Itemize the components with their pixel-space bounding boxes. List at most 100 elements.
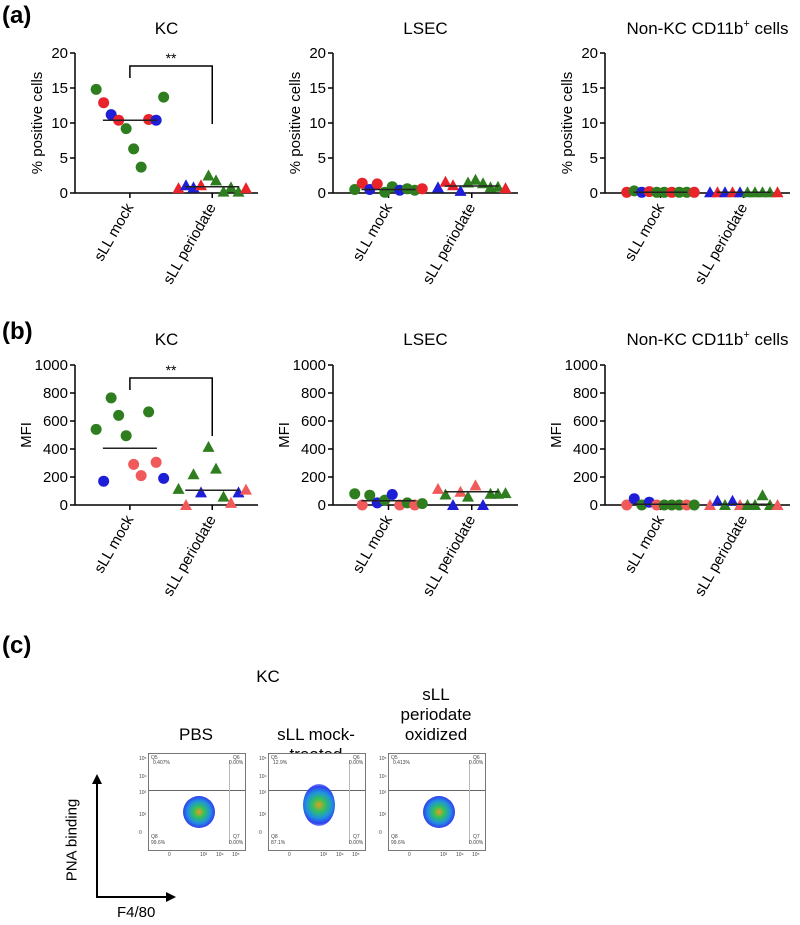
title-suffix: cells: [750, 330, 789, 349]
flow-x-tick-label: 0: [168, 852, 171, 858]
chart-a-lsec: LSEC 0 5 10 15 20 % positive cells sLL mock sLL …: [287, 19, 518, 287]
gate-label-q8: Q8: [151, 834, 158, 840]
quadrant-vline: [469, 760, 470, 844]
data-point-circle: [98, 97, 110, 109]
y-tick-label: 400: [301, 441, 326, 458]
gate-label-q5v: 0.407%: [153, 760, 170, 766]
chart-b-lsec: LSEC 0 200 400 600 800 1000 MFI sLL mock sLL peri…: [276, 330, 518, 599]
gate-label-q5v: 12.9%: [273, 760, 288, 766]
x-tick-label: sLL periodate: [419, 513, 479, 600]
y-tick-label: 800: [301, 385, 326, 402]
data-point-circle: [98, 475, 110, 487]
flow-y-tick-label: 10³: [139, 790, 147, 796]
data-point-triangle: [172, 482, 185, 494]
title-superscript: +: [743, 329, 749, 341]
flow-y-tick-label: 0: [259, 830, 262, 836]
data-point-circle: [113, 409, 125, 421]
data-point-circle: [371, 178, 383, 190]
data-point-triangle: [240, 483, 252, 495]
chart-title: LSEC: [403, 330, 447, 349]
x-tick-label: sLL mock: [621, 200, 668, 264]
data-point-triangle: [439, 488, 452, 500]
flow-x-tick-label: 10⁵: [472, 852, 480, 858]
gate-label-q8: Q8: [391, 834, 398, 840]
panel-label-b: (b): [2, 318, 33, 345]
gate-label-q5v: 0.413%: [393, 760, 410, 766]
cell-density-blob: [183, 796, 215, 828]
y-tick-label: 0: [60, 185, 68, 202]
flow-x-axis-label: F4/80: [117, 904, 156, 921]
data-point-circle: [356, 177, 368, 189]
data-point-circle: [688, 499, 700, 511]
data-point-triangle: [202, 169, 215, 181]
flow-x-tick-label: 0: [408, 852, 411, 858]
chart-title: KC: [155, 19, 179, 38]
flow-y-tick-label: 10³: [259, 790, 267, 796]
quadrant-vline: [229, 760, 230, 844]
cell-density-blob: [423, 796, 455, 828]
title-suffix: cells: [750, 19, 789, 38]
gate-label-q6v: 0.00%: [229, 760, 244, 766]
y-tick-label: 600: [43, 413, 68, 430]
y-tick-label: 400: [573, 441, 598, 458]
data-point-triangle: [217, 490, 230, 502]
gate-label-q6v: 0.00%: [469, 760, 484, 766]
gate-label-q6: Q6: [353, 755, 360, 761]
data-point-triangle: [172, 182, 185, 194]
y-tick-label: 15: [51, 80, 68, 97]
y-tick-label: 20: [581, 45, 598, 62]
data-point-triangle: [499, 487, 512, 499]
data-point-triangle: [195, 179, 207, 191]
significance-bracket: [129, 65, 213, 124]
y-tick-label: 10: [309, 115, 326, 132]
data-point-triangle: [454, 184, 467, 196]
significance-label: **: [166, 362, 177, 378]
chart-a-kc: KC 0 5 10 15 20 % positive cells sLL mock sLL pe…: [29, 19, 258, 287]
chart-b-nonkc: Non-KC CD11b+ cells 0 200 400 600 800 1000 MFI s…: [548, 329, 790, 599]
y-tick-label: 5: [60, 150, 68, 167]
chart-title: Non-KC CD11b+ cells: [626, 329, 788, 349]
flow-x-tick-label: 10⁵: [232, 852, 240, 858]
gate-label-q8: Q8: [271, 834, 278, 840]
y-tick-label: 10: [581, 115, 598, 132]
data-point-triangle: [711, 494, 724, 506]
gate-label-q8v: 99.6%: [391, 840, 406, 846]
data-point-triangle: [726, 494, 739, 506]
data-point-circle: [120, 123, 132, 135]
flow-x-tick-label: 10⁴: [216, 852, 224, 858]
data-point-circle: [90, 423, 102, 435]
y-axis-label: % positive cells: [287, 72, 304, 175]
title-superscript: +: [743, 18, 749, 30]
data-point-circle: [158, 91, 170, 103]
data-point-triangle: [462, 490, 474, 502]
y-tick-label: 400: [43, 441, 68, 458]
gate-label-q6: Q6: [473, 755, 480, 761]
data-point-triangle: [232, 185, 245, 197]
data-point-circle: [90, 83, 102, 95]
data-point-circle: [135, 470, 147, 482]
flow-y-tick-label: 10⁴: [139, 774, 147, 780]
flow-plot-title: PBS: [178, 725, 214, 744]
panel-label-a: (a): [2, 2, 32, 29]
data-point-circle: [135, 161, 147, 173]
y-tick-label: 800: [573, 385, 598, 402]
y-tick-label: 200: [43, 469, 68, 486]
flow-x-tick-label: 10³: [440, 852, 448, 858]
gate-label-q7: Q7: [473, 834, 480, 840]
y-tick-label: 0: [318, 497, 326, 514]
flow-x-tick-label: 10³: [200, 852, 208, 858]
data-point-triangle: [704, 499, 716, 510]
y-tick-label: 0: [590, 497, 598, 514]
chart-title: LSEC: [403, 19, 447, 38]
significance-label: **: [166, 50, 177, 66]
chart-a-nonkc: Non-KC CD11b+ cells 0 5 10 15 20 % positive ce…: [559, 18, 790, 287]
data-point-circle: [105, 109, 117, 121]
data-point-triangle: [771, 186, 784, 198]
data-point-circle: [120, 430, 132, 442]
gate-label-q5: Q5: [151, 755, 158, 761]
gate-label-q7v: 0.00%: [469, 840, 484, 846]
flow-plot: Q5 12.9% Q6 0.00% Q8 87.1% Q7 0.00%: [268, 753, 366, 851]
data-point-circle: [688, 186, 700, 198]
data-point-triangle: [202, 440, 215, 452]
